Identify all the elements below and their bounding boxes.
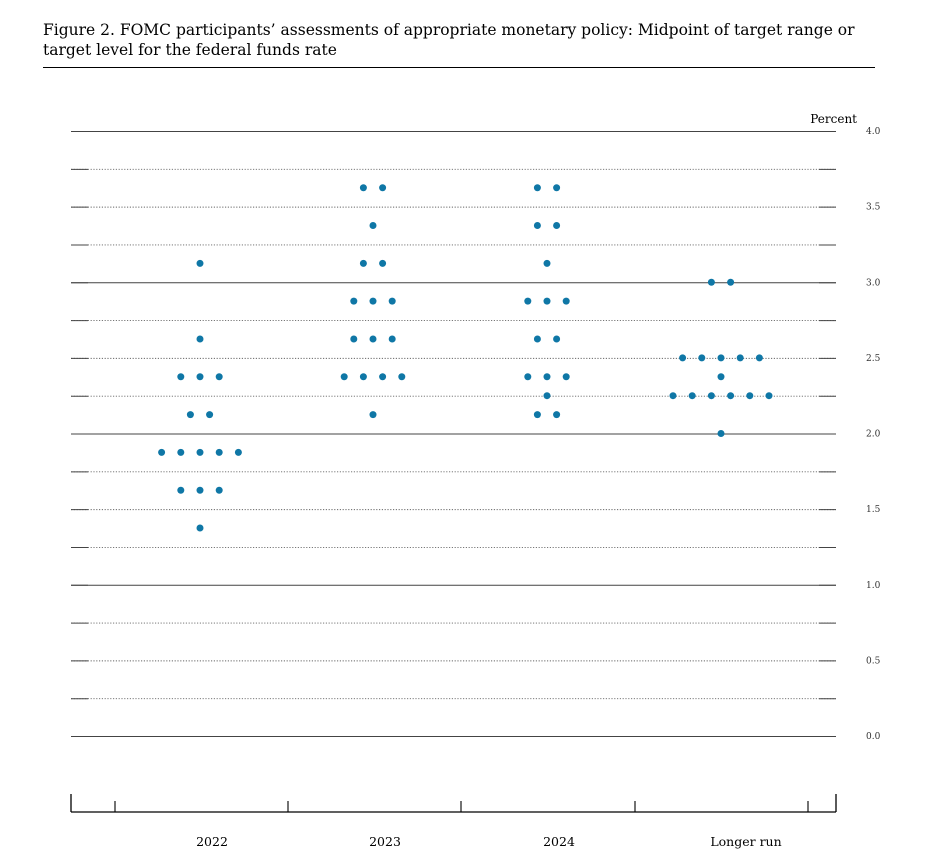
dot xyxy=(562,297,570,305)
dot xyxy=(350,297,358,305)
dot xyxy=(553,222,561,230)
dot xyxy=(717,373,725,381)
dot xyxy=(543,392,551,400)
dot xyxy=(177,373,185,381)
dot xyxy=(196,259,204,267)
dot xyxy=(340,373,348,381)
dot xyxy=(177,486,185,494)
dot xyxy=(369,297,377,305)
dot xyxy=(543,373,551,381)
dot xyxy=(524,373,532,381)
dot xyxy=(388,297,396,305)
dot xyxy=(533,222,541,230)
figure-title: Figure 2. FOMC participants’ assessments… xyxy=(43,21,855,59)
dot xyxy=(379,259,387,267)
dot xyxy=(669,392,677,400)
dot xyxy=(736,354,744,362)
x-axis: 2022 2023 2024 Longer run xyxy=(70,794,837,849)
dot xyxy=(679,354,687,362)
dot xyxy=(177,448,185,456)
dot xyxy=(553,335,561,343)
dot xyxy=(379,373,387,381)
y-tick-label: 1.5 xyxy=(866,505,881,515)
dot xyxy=(398,373,406,381)
dot xyxy=(562,373,570,381)
dot xyxy=(388,335,396,343)
dot xyxy=(543,297,551,305)
dot xyxy=(553,184,561,192)
dot xyxy=(379,184,387,192)
dot xyxy=(727,278,735,286)
dot xyxy=(765,392,773,400)
dot xyxy=(707,278,715,286)
dot xyxy=(359,373,367,381)
dot xyxy=(196,373,204,381)
title-rule xyxy=(43,67,875,68)
y-tick-label: 2.0 xyxy=(866,430,881,440)
dot xyxy=(234,448,242,456)
dot xyxy=(369,335,377,343)
x-tick-label: 2024 xyxy=(543,834,575,849)
dot xyxy=(215,448,223,456)
dot xyxy=(553,411,561,419)
dot xyxy=(688,392,696,400)
dot xyxy=(698,354,706,362)
dot xyxy=(158,448,166,456)
dot xyxy=(359,259,367,267)
dot xyxy=(350,335,358,343)
y-tick-label: 0.5 xyxy=(866,656,881,666)
y-axis-label: Percent xyxy=(810,112,857,126)
y-tick-label: 3.0 xyxy=(866,278,881,288)
dot xyxy=(717,430,725,437)
dot xyxy=(533,184,541,192)
x-tick-label: 2022 xyxy=(196,834,228,849)
x-tick-label: 2023 xyxy=(369,834,401,849)
y-tick-label: 3.5 xyxy=(866,203,881,213)
dot xyxy=(533,335,541,343)
dot xyxy=(369,222,377,230)
dot xyxy=(196,524,204,532)
dot xyxy=(186,411,194,419)
dot xyxy=(206,411,214,419)
dot xyxy=(215,486,223,494)
y-tick-label: 2.5 xyxy=(866,354,881,364)
dot xyxy=(369,411,377,419)
dot xyxy=(196,448,204,456)
dot xyxy=(727,392,735,400)
dot xyxy=(196,486,204,494)
dot xyxy=(524,297,532,305)
y-tick-label: 4.0 xyxy=(866,127,881,137)
dot xyxy=(755,354,763,362)
y-tick-label: 1.0 xyxy=(866,581,881,591)
dot xyxy=(717,354,725,362)
y-tick-label: 0.0 xyxy=(866,732,881,742)
x-tick-label: Longer run xyxy=(710,834,781,849)
dots xyxy=(158,184,773,532)
y-tick-labels: 4.0 3.5 3.0 2.5 2.0 1.5 1.0 0.5 0.0 xyxy=(866,127,881,742)
dot xyxy=(746,392,754,400)
dot xyxy=(215,373,223,381)
grid-lines xyxy=(71,130,836,738)
dot xyxy=(533,411,541,419)
dot xyxy=(707,392,715,400)
dot xyxy=(196,335,204,343)
dot xyxy=(359,184,367,192)
dot xyxy=(543,259,551,267)
